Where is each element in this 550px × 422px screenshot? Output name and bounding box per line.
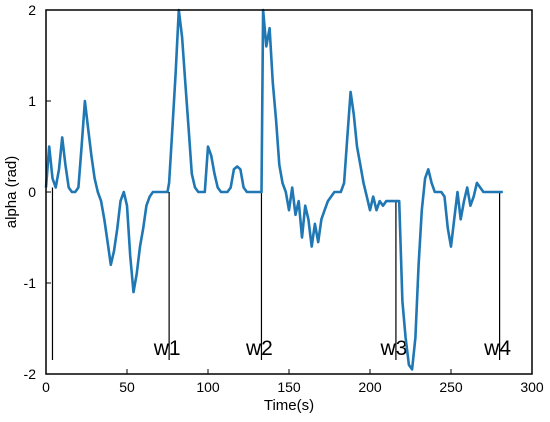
plot-frame [45,9,533,375]
marker-label: w3 [379,337,407,360]
x-axis: 0 50 100 150 200 250 300 [42,369,544,395]
marker-lines: w1 w2 w3 w4 [51,187,511,360]
x-axis-label: Time(s) [264,397,314,414]
x-tick-label: 150 [277,379,301,395]
y-axis: -2 -1 0 1 2 [24,2,51,382]
marker-label: w1 [153,337,181,360]
x-tick-label: 200 [358,379,382,395]
y-tick-label: -2 [24,366,37,382]
y-tick-label: 0 [28,184,36,200]
marker-label: w4 [483,337,511,360]
y-tick-label: 2 [28,2,36,18]
y-tick-label: 1 [28,93,36,109]
y-axis-label: alpha (rad) [3,156,20,229]
x-tick-label: 100 [196,379,220,395]
marker-label: w2 [245,337,273,360]
y-tick-label: -1 [24,275,37,291]
alpha-series-line [44,8,503,371]
x-tick-label: 300 [520,379,544,395]
x-tick-label: 50 [119,379,135,395]
x-tick-label: 0 [42,379,50,395]
x-tick-label: 250 [439,379,463,395]
